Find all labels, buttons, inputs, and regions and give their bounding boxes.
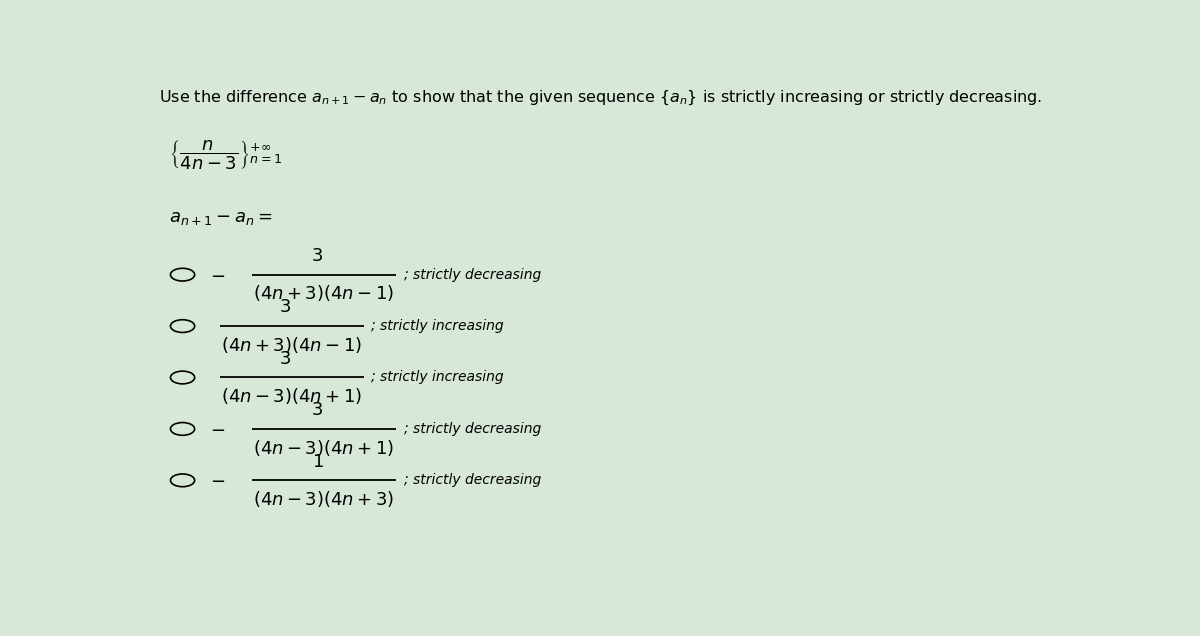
Text: Use the difference $a_{n+1} - a_n$ to show that the given sequence $\{a_n\}$ is : Use the difference $a_{n+1} - a_n$ to sh… [160, 88, 1043, 107]
Text: $(4n+3)(4n-1)$: $(4n+3)(4n-1)$ [253, 283, 395, 303]
Text: $-$: $-$ [210, 266, 226, 284]
Text: ; strictly decreasing: ; strictly decreasing [404, 422, 541, 436]
Text: $-$: $-$ [210, 471, 226, 489]
Text: ; strictly increasing: ; strictly increasing [371, 319, 504, 333]
Text: $3$: $3$ [278, 298, 290, 317]
Text: $(4n-3)(4n+1)$: $(4n-3)(4n+1)$ [253, 438, 395, 457]
Text: $(4n-3)(4n+3)$: $(4n-3)(4n+3)$ [253, 489, 395, 509]
Text: $1$: $1$ [312, 453, 323, 471]
Text: $3$: $3$ [312, 401, 324, 419]
Text: $(4n-3)(4n+1)$: $(4n-3)(4n+1)$ [221, 386, 362, 406]
Text: $a_{n+1} - a_n =$: $a_{n+1} - a_n =$ [168, 209, 272, 226]
Text: $\left\{\dfrac{n}{4n-3}\right\}_{n=1}^{+\infty}$: $\left\{\dfrac{n}{4n-3}\right\}_{n=1}^{+… [168, 137, 282, 170]
Text: $3$: $3$ [312, 247, 324, 265]
Text: ; strictly decreasing: ; strictly decreasing [404, 473, 541, 487]
Text: $-$: $-$ [210, 420, 226, 438]
Text: $(4n+3)(4n-1)$: $(4n+3)(4n-1)$ [221, 335, 362, 355]
Text: $3$: $3$ [278, 350, 290, 368]
Text: ; strictly increasing: ; strictly increasing [371, 371, 504, 385]
Text: ; strictly decreasing: ; strictly decreasing [404, 268, 541, 282]
